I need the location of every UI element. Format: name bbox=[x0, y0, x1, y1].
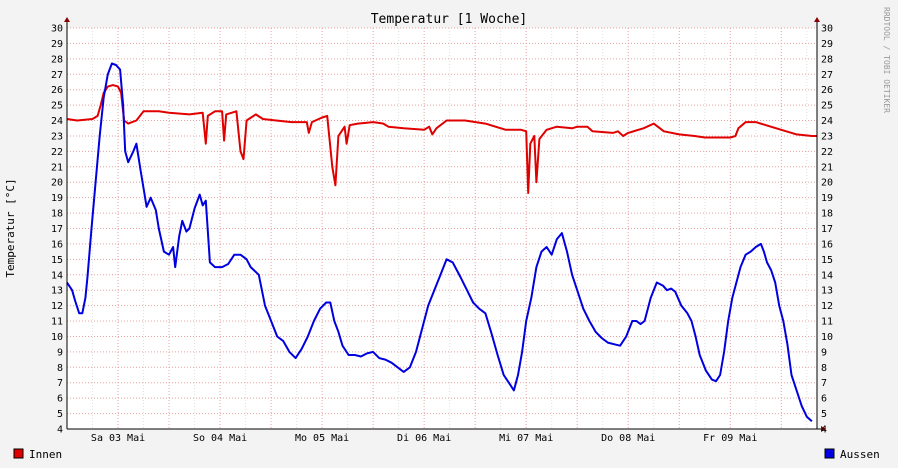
y-tick-label-right: 14 bbox=[821, 270, 833, 281]
y-axis-label: Temperatur [°C] bbox=[4, 178, 17, 277]
y-tick-label-left: 23 bbox=[51, 131, 63, 142]
y-tick-label-left: 12 bbox=[51, 301, 63, 312]
y-tick-label-left: 24 bbox=[51, 116, 63, 127]
legend-swatch-innen bbox=[13, 448, 24, 459]
y-tick-label-right: 25 bbox=[821, 101, 833, 112]
y-tick-label-left: 5 bbox=[57, 409, 63, 420]
y-tick-label-left: 17 bbox=[51, 224, 63, 235]
y-tick-label-left: 19 bbox=[51, 193, 63, 204]
y-tick-label-left: 6 bbox=[57, 394, 63, 405]
y-tick-label-left: 26 bbox=[51, 85, 63, 96]
legend-label-innen: Innen bbox=[29, 448, 62, 461]
y-tick-label-right: 16 bbox=[821, 239, 833, 250]
y-axis-arrow-left bbox=[64, 17, 70, 22]
y-tick-label-right: 23 bbox=[821, 131, 833, 142]
y-tick-label-right: 30 bbox=[821, 24, 833, 35]
x-tick-label: Fr 09 Mai bbox=[703, 433, 757, 444]
y-tick-label-right: 22 bbox=[821, 147, 833, 158]
y-tick-label-left: 22 bbox=[51, 147, 63, 158]
y-tick-label-right: 4 bbox=[821, 425, 827, 436]
x-tick-label: Mo 05 Mai bbox=[295, 433, 349, 444]
y-tick-label-right: 6 bbox=[821, 394, 827, 405]
x-tick-label: Mi 07 Mai bbox=[499, 433, 553, 444]
x-tick-label: So 04 Mai bbox=[193, 433, 247, 444]
y-tick-label-left: 11 bbox=[51, 317, 63, 328]
y-tick-label-right: 19 bbox=[821, 193, 833, 204]
rrdtool-watermark: RRDTOOL / TOBI OETIKER bbox=[882, 7, 891, 113]
y-tick-label-right: 7 bbox=[821, 378, 827, 389]
y-tick-label-right: 12 bbox=[821, 301, 833, 312]
x-tick-label: Di 06 Mai bbox=[397, 433, 451, 444]
legend-swatch-aussen bbox=[824, 448, 835, 459]
y-tick-label-right: 10 bbox=[821, 332, 833, 343]
series-line-innen bbox=[66, 84, 817, 194]
y-tick-label-right: 8 bbox=[821, 363, 827, 374]
y-axis-arrow-right bbox=[814, 17, 820, 22]
y-tick-label-left: 28 bbox=[51, 54, 63, 65]
y-tick-label-left: 13 bbox=[51, 286, 63, 297]
y-tick-label-left: 27 bbox=[51, 70, 63, 81]
y-tick-label-right: 27 bbox=[821, 70, 833, 81]
y-tick-label-left: 15 bbox=[51, 255, 63, 266]
y-tick-label-left: 7 bbox=[57, 378, 63, 389]
y-tick-label-left: 29 bbox=[51, 39, 63, 50]
y-tick-label-right: 9 bbox=[821, 347, 827, 358]
x-tick-label: Sa 03 Mai bbox=[91, 433, 145, 444]
y-tick-label-right: 15 bbox=[821, 255, 833, 266]
y-tick-label-left: 8 bbox=[57, 363, 63, 374]
y-tick-label-left: 30 bbox=[51, 24, 63, 35]
y-tick-label-left: 18 bbox=[51, 209, 63, 220]
y-tick-label-left: 25 bbox=[51, 101, 63, 112]
grid bbox=[67, 27, 817, 429]
y-tick-label-right: 24 bbox=[821, 116, 833, 127]
y-tick-label-right: 20 bbox=[821, 178, 833, 189]
legend: Innen Aussen bbox=[13, 448, 880, 461]
tick-labels: 4 4 5 5 6 6 7 7 8 8 9 9 10 10 11 11 12 12 13 13 14 14 15 15 16 16… bbox=[51, 24, 833, 445]
series-line-aussen bbox=[66, 62, 813, 423]
y-tick-label-left: 9 bbox=[57, 347, 63, 358]
y-tick-label-left: 14 bbox=[51, 270, 63, 281]
y-tick-label-left: 10 bbox=[51, 332, 63, 343]
x-axis-arrow bbox=[821, 426, 826, 432]
y-tick-label-left: 16 bbox=[51, 239, 63, 250]
y-tick-label-left: 4 bbox=[57, 425, 63, 436]
chart-title: Temperatur [1 Woche] bbox=[371, 12, 528, 27]
y-tick-label-right: 29 bbox=[821, 39, 833, 50]
axes bbox=[64, 17, 826, 432]
y-tick-label-right: 11 bbox=[821, 317, 833, 328]
y-tick-label-right: 26 bbox=[821, 85, 833, 96]
x-tick-label: Do 08 Mai bbox=[601, 433, 655, 444]
y-tick-label-left: 20 bbox=[51, 178, 63, 189]
y-tick-label-right: 18 bbox=[821, 209, 833, 220]
legend-label-aussen: Aussen bbox=[840, 448, 880, 461]
y-tick-label-right: 21 bbox=[821, 162, 833, 173]
y-tick-label-right: 28 bbox=[821, 54, 833, 65]
series-group bbox=[66, 62, 817, 423]
y-tick-label-right: 17 bbox=[821, 224, 833, 235]
y-tick-label-right: 5 bbox=[821, 409, 827, 420]
y-tick-label-left: 21 bbox=[51, 162, 63, 173]
y-tick-label-right: 13 bbox=[821, 286, 833, 297]
